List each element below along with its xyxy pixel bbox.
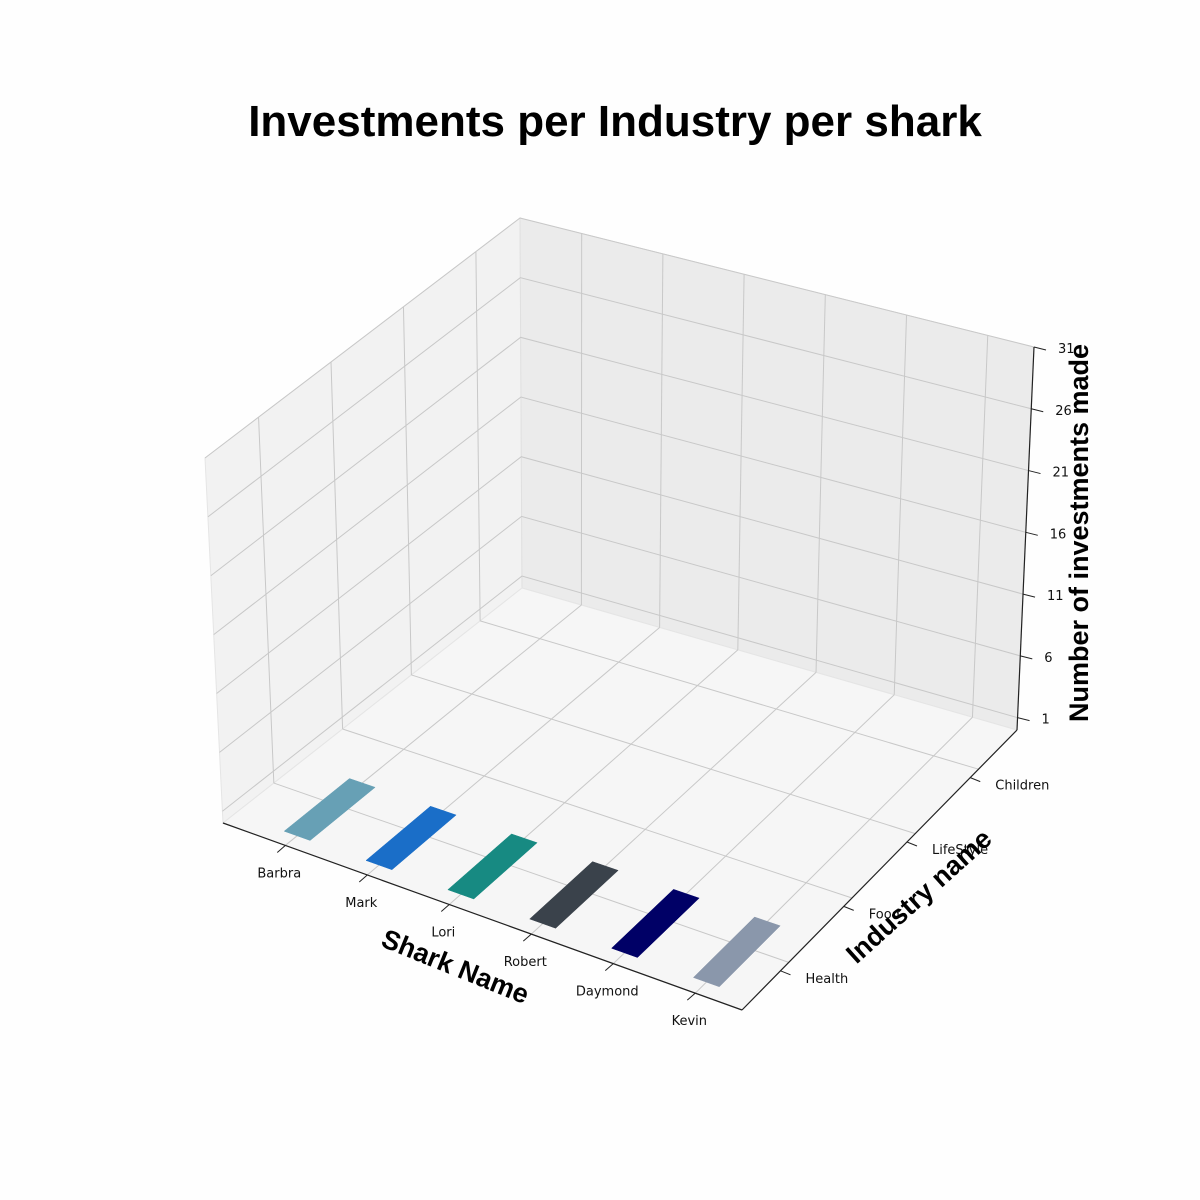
z-tick-label: 1: [1042, 713, 1050, 728]
bar-daymond: [611, 889, 700, 958]
grid-line-z: [222, 575, 1018, 812]
grid-line-z: [213, 396, 1026, 636]
y-tick-label: Health: [806, 972, 849, 987]
grid-line-x-wall: [893, 314, 908, 695]
y-tick-mark: [906, 841, 918, 847]
grid-line-y-wall: [330, 361, 344, 730]
z-tick-label: 21: [1053, 466, 1070, 481]
bar-lori: [447, 833, 538, 900]
z-tick-mark: [1033, 346, 1047, 351]
x-axis-line: [222, 822, 743, 1011]
grid-line-y-wall: [258, 417, 275, 784]
x-tick-mark: [440, 904, 450, 912]
z-tick-mark: [1020, 655, 1033, 660]
z-axis-line: [1016, 346, 1035, 731]
x-tick-label: Daymond: [576, 985, 639, 1000]
bar-mark: [365, 805, 457, 870]
grid-line-x-wall: [971, 335, 989, 718]
bars: [283, 778, 781, 988]
grid-line-x-wall: [737, 274, 745, 650]
grid-line-y: [411, 674, 916, 835]
x-tick-label: Barbra: [257, 866, 301, 881]
z-tick-mark: [1017, 717, 1030, 722]
bar-kevin: [692, 916, 781, 988]
grid-line-z: [204, 217, 1035, 459]
z-tick-label: 11: [1047, 589, 1064, 604]
z-tick-label: 31: [1058, 342, 1075, 357]
x-tick-label: Mark: [345, 896, 378, 911]
z-axis-label: Number of investments made: [1064, 344, 1094, 722]
chart-title: Investments per Industry per shark: [248, 97, 982, 146]
grid-line-y-wall: [475, 251, 481, 621]
y-axis-line: [741, 729, 1018, 1011]
z-tick-label: 6: [1044, 651, 1052, 666]
z-tick-label: 26: [1055, 404, 1072, 419]
z-tick-mark: [1028, 470, 1041, 475]
grid-line-y: [273, 782, 789, 963]
x-tick-mark: [604, 963, 614, 972]
x-tick-mark: [276, 845, 286, 853]
x-tick-label: Lori: [431, 926, 455, 941]
z-tick-mark: [1025, 531, 1038, 536]
y-tick-mark: [780, 970, 791, 976]
x-tick-label: Kevin: [672, 1014, 707, 1029]
grid-line-y: [479, 620, 979, 770]
tick-labels: 161116212631BarbraMarkLoriRobertDaymondK…: [257, 342, 1074, 1029]
grid-line-z: [210, 336, 1029, 577]
y-tick-label: Food: [869, 907, 900, 922]
grid-line-y: [342, 728, 853, 899]
x-tick-mark: [358, 874, 368, 883]
x-tick-label: Robert: [504, 955, 547, 970]
z-tick-label: 16: [1050, 527, 1067, 542]
z-tick-mark: [1022, 593, 1036, 598]
x-tick-mark: [522, 933, 532, 942]
grid-line-z: [207, 277, 1032, 518]
grid-line-x-wall: [659, 253, 664, 628]
y-tick-mark: [970, 777, 981, 783]
y-tick-label: LifeStyle: [932, 843, 988, 858]
y-tick-mark: [843, 905, 854, 911]
y-tick-label: Children: [995, 779, 1049, 794]
grid-line-y-wall: [402, 306, 412, 675]
grid-line-x-wall: [815, 294, 826, 673]
x-tick-mark: [686, 992, 696, 1001]
axes: [222, 346, 1047, 1011]
z-tick-mark: [1031, 408, 1044, 413]
grid-line-z: [219, 515, 1021, 753]
grid-line-z: [216, 456, 1024, 694]
bar-barbra: [283, 778, 376, 841]
bar-robert: [529, 861, 619, 929]
